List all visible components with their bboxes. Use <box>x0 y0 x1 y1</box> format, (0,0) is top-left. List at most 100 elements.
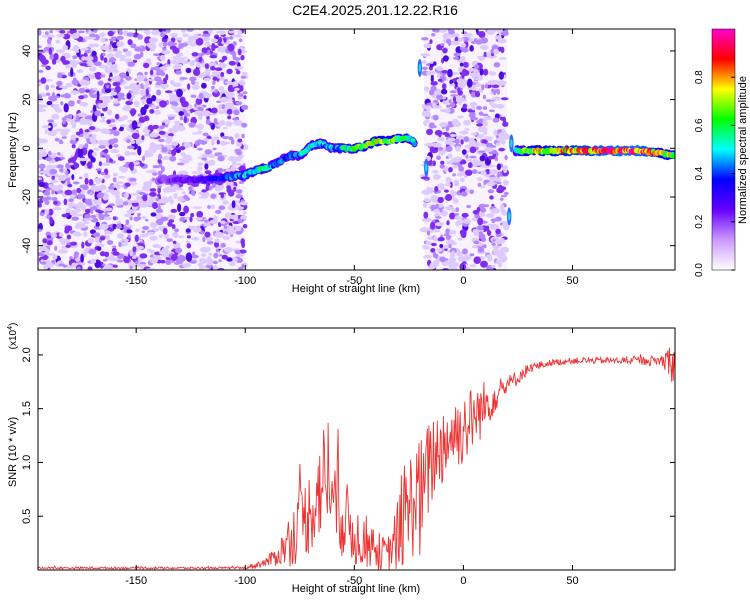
noise-blob <box>108 138 116 145</box>
noise-blob <box>127 234 131 239</box>
snr-panel: -150 -100 -50 0 50 0.5 1.0 1.5 2.0 Height of st… <box>7 323 676 595</box>
snr-x-ticks: -150 -100 -50 0 50 <box>125 328 579 587</box>
y-tick-label: 1.0 <box>21 455 33 470</box>
noise-blob <box>483 147 494 153</box>
noise-blob <box>218 110 226 115</box>
noise-blob <box>78 95 85 100</box>
noise-blob <box>93 232 101 238</box>
noise-blob <box>464 218 469 222</box>
noise-blob <box>457 255 466 262</box>
x-tick-label: -50 <box>346 575 362 587</box>
noise-blob <box>126 138 131 144</box>
noise-blob <box>241 122 248 128</box>
colorbar-tick-label: 0.8 <box>694 70 705 84</box>
noise-blob <box>209 186 213 190</box>
noise-blob <box>60 101 64 106</box>
noise-blob <box>128 90 132 93</box>
noise-blob <box>237 48 242 56</box>
noise-blob <box>226 108 233 115</box>
noise-blob <box>459 79 468 84</box>
noise-blob <box>157 204 161 211</box>
noise-blob <box>79 176 83 180</box>
noise-blob <box>454 138 460 144</box>
noise-blob <box>148 78 155 82</box>
noise-blob <box>437 137 446 141</box>
noise-blob <box>149 191 157 197</box>
noise-blob <box>174 120 181 126</box>
noise-blob <box>157 185 162 189</box>
noise-blob <box>231 200 236 209</box>
noise-blob <box>498 71 504 80</box>
noise-blob <box>242 223 248 229</box>
noise-blob <box>221 136 230 139</box>
noise-blob <box>159 69 164 74</box>
noise-blob <box>445 176 452 184</box>
noise-blob <box>99 223 109 230</box>
noise-blob <box>221 104 225 110</box>
noise-blob <box>489 195 494 200</box>
noise-blob <box>478 111 484 116</box>
noise-blob <box>480 171 487 176</box>
noise-blob <box>241 71 248 77</box>
noise-blob <box>459 130 469 135</box>
edge-spike-core <box>425 163 428 172</box>
noise-blob <box>452 157 461 163</box>
noise-blob <box>87 266 93 270</box>
noise-blob <box>210 74 218 78</box>
noise-blob <box>459 62 464 67</box>
noise-blob <box>108 124 117 128</box>
noise-blob <box>434 186 439 192</box>
noise-blob <box>141 216 147 219</box>
noise-blob <box>425 241 432 246</box>
noise-blob <box>203 221 211 227</box>
noise-blob <box>38 104 44 110</box>
noise-blob <box>189 41 197 47</box>
noise-blob <box>38 189 43 193</box>
noise-blob <box>104 230 111 235</box>
noise-blob <box>159 83 169 89</box>
noise-blob <box>75 213 84 217</box>
noise-blob <box>219 30 226 36</box>
noise-blob <box>457 115 464 119</box>
noise-blob <box>123 227 127 233</box>
noise-blob <box>158 250 168 255</box>
noise-blob <box>493 88 497 96</box>
noise-blob <box>461 47 469 53</box>
noise-blob <box>124 192 129 199</box>
noise-blob <box>477 247 485 253</box>
noise-blob <box>143 62 150 69</box>
noise-blob <box>229 262 236 267</box>
noise-blob <box>71 156 76 161</box>
noise-blob <box>430 221 436 230</box>
noise-blob <box>219 62 226 68</box>
snr-frame <box>37 327 676 571</box>
noise-blob <box>85 89 90 93</box>
noise-blob <box>476 75 483 81</box>
noise-blob <box>100 115 106 120</box>
figure-title: C2E4.2025.201.12.22.R16 <box>292 2 458 18</box>
noise-blob <box>145 88 149 96</box>
noise-blob <box>208 252 213 256</box>
noise-blob <box>423 43 432 49</box>
noise-blob <box>192 132 198 135</box>
noise-blob <box>77 112 87 118</box>
noise-blob <box>65 244 71 248</box>
noise-blob <box>90 258 97 264</box>
noise-blob <box>206 135 212 140</box>
noise-blob <box>174 228 180 233</box>
noise-blob <box>76 115 80 122</box>
noise-blob <box>235 101 243 106</box>
noise-blob <box>216 152 223 156</box>
noise-blob <box>124 86 131 90</box>
noise-blob <box>76 69 84 73</box>
noise-blob <box>90 214 97 219</box>
noise-blob <box>187 59 191 62</box>
noise-blob <box>455 207 459 212</box>
noise-blob <box>429 39 433 44</box>
noise-blob <box>477 160 484 166</box>
noise-blob <box>127 119 134 123</box>
noise-blob <box>179 77 188 80</box>
noise-blob <box>98 184 107 191</box>
noise-blob <box>151 95 157 102</box>
noise-blob <box>38 152 44 158</box>
